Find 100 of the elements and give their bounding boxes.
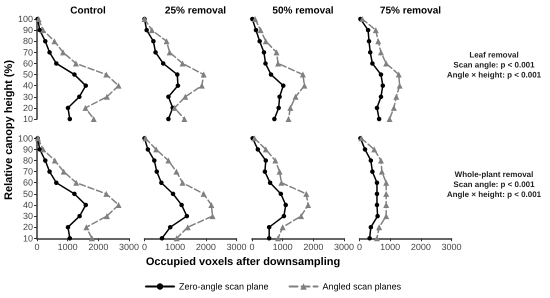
point — [263, 61, 268, 66]
point — [77, 94, 82, 100]
x-tick-label: 3000 — [226, 242, 247, 252]
point — [366, 28, 370, 32]
point — [278, 180, 284, 186]
point — [172, 104, 178, 111]
point — [376, 224, 382, 230]
y-tick-label: 70 — [22, 166, 33, 177]
point — [43, 158, 48, 163]
y-tick-label: 70 — [22, 47, 33, 58]
point — [303, 190, 310, 197]
point — [47, 50, 52, 55]
point — [43, 38, 48, 44]
point — [374, 106, 380, 110]
y-tick-label: 40 — [22, 80, 33, 91]
point — [266, 224, 272, 230]
x-tick-label: 3000 — [118, 242, 140, 252]
point — [83, 224, 90, 230]
point — [280, 224, 286, 230]
y-tick-label: 40 — [22, 200, 33, 210]
point — [160, 61, 166, 66]
point — [374, 202, 380, 208]
point — [390, 104, 397, 111]
x-tick-label: 2000 — [410, 242, 431, 252]
chart-title: Control — [70, 6, 106, 16]
point — [179, 202, 184, 208]
legend-label: Zero-angle scan plane — [179, 282, 269, 292]
point — [371, 146, 378, 152]
point — [386, 116, 393, 122]
point — [272, 158, 278, 164]
point — [90, 116, 97, 122]
point — [374, 192, 380, 196]
point — [375, 38, 382, 44]
point — [383, 180, 390, 186]
point — [52, 158, 58, 164]
x-tick-label: 2000 — [88, 242, 108, 252]
point — [370, 61, 375, 66]
y-tick-label: 80 — [22, 36, 33, 46]
point — [359, 16, 366, 22]
point — [275, 235, 282, 242]
point — [66, 106, 70, 110]
point — [200, 190, 207, 197]
text: Scan angle: p < 0.001 — [453, 60, 536, 70]
annotation: Angle × height: p < 0.001 — [446, 190, 542, 199]
point — [104, 213, 110, 220]
point — [396, 72, 402, 78]
point — [300, 72, 306, 78]
point — [153, 50, 158, 55]
point — [104, 94, 110, 100]
point — [175, 72, 180, 77]
point — [200, 72, 207, 78]
point — [54, 61, 59, 66]
point — [72, 60, 79, 66]
y-tick-label: 50 — [22, 188, 33, 199]
point — [254, 28, 258, 32]
point — [116, 202, 122, 208]
point — [262, 50, 266, 55]
point — [40, 146, 46, 152]
point — [268, 180, 272, 185]
point — [262, 38, 269, 44]
text: Scan angle: p < 0.001 — [453, 180, 536, 189]
point — [88, 235, 95, 242]
point — [378, 168, 385, 175]
point — [252, 16, 258, 22]
point — [176, 83, 180, 88]
point — [152, 158, 157, 163]
point — [68, 236, 72, 241]
point — [164, 38, 170, 44]
y-tick-label: 90 — [22, 25, 33, 36]
point — [168, 224, 173, 230]
point — [84, 202, 88, 208]
x-tick-label: 3000 — [441, 242, 462, 252]
point — [180, 180, 186, 186]
point — [257, 38, 262, 44]
x-tick-label: 2000 — [196, 242, 216, 252]
point — [38, 147, 42, 152]
y-tick-label: 20 — [22, 222, 33, 232]
y-tick-label: 90 — [22, 144, 33, 154]
point — [281, 83, 286, 88]
point — [165, 158, 172, 164]
point — [298, 213, 304, 220]
point — [51, 38, 58, 44]
point — [292, 94, 299, 100]
x-tick-label: 0 — [34, 242, 40, 252]
point — [77, 214, 82, 218]
x-tick-label: 1000 — [272, 242, 293, 252]
point — [262, 169, 268, 174]
point — [72, 72, 77, 77]
y-tick-label: 10 — [22, 233, 33, 244]
point — [72, 192, 77, 196]
y-axis-title: Relative canopy height (%) — [3, 60, 15, 200]
y-tick-label: 30 — [22, 92, 33, 102]
legend-label: Angled scan planes — [322, 282, 402, 292]
point — [151, 38, 156, 44]
point — [146, 147, 150, 152]
y-tick-label: 100 — [18, 14, 33, 24]
point — [68, 116, 72, 122]
point — [362, 147, 368, 152]
point — [378, 158, 384, 164]
point — [174, 235, 180, 242]
